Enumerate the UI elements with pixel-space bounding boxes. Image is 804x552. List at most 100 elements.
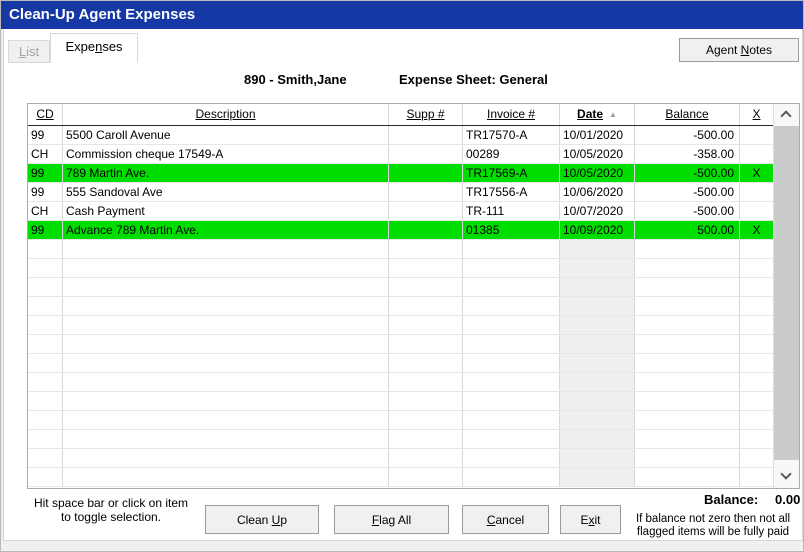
clean-up-button[interactable]: Clean Up (205, 505, 319, 534)
cell-invoice: TR17556-A (463, 183, 560, 201)
cell-x (740, 278, 773, 296)
cell-cd (28, 411, 63, 429)
table-row[interactable]: 99 Advance 789 Martin Ave. 01385 10/09/2020… (28, 221, 773, 240)
table-row[interactable]: 99 5500 Caroll Avenue TR17570-A 10/01/2020-… (28, 126, 773, 145)
table-row[interactable]: CH Cash Payment TR-111 10/07/2020 -500.00 (28, 202, 773, 221)
cell-balance: -500.00 (635, 183, 740, 201)
cell-cd (28, 278, 63, 296)
column-header-x[interactable]: X (740, 104, 773, 125)
selection-hint: Hit space bar or click on item to toggle… (20, 496, 202, 524)
cell-description (63, 354, 389, 372)
column-header-invoice[interactable]: Invoice # (463, 104, 560, 125)
table-row[interactable]: 99 555 Sandoval Ave TR17556-A 10/06/2020 -50… (28, 183, 773, 202)
cell-balance (635, 240, 740, 258)
cell-cd: 99 (28, 164, 63, 182)
cell-description (63, 430, 389, 448)
cell-invoice (463, 316, 560, 334)
empty-table-row[interactable] (28, 392, 773, 411)
empty-table-row[interactable] (28, 278, 773, 297)
cell-date (560, 430, 635, 448)
cell-invoice: TR17570-A (463, 126, 560, 144)
cell-invoice (463, 240, 560, 258)
scrollbar-thumb[interactable] (774, 126, 799, 460)
balance-note: If balance not zero then not all flagged… (620, 513, 803, 538)
cell-supp (389, 221, 463, 239)
cell-supp (389, 240, 463, 258)
empty-table-row[interactable] (28, 430, 773, 449)
cell-balance: -500.00 (635, 164, 740, 182)
cell-description (63, 297, 389, 315)
cell-balance: -358.00 (635, 145, 740, 163)
cell-description (63, 468, 389, 486)
cell-supp (389, 183, 463, 201)
cell-x (740, 392, 773, 410)
empty-table-row[interactable] (28, 449, 773, 468)
cell-date: 10/07/2020 (560, 202, 635, 220)
cell-date (560, 411, 635, 429)
column-header-description[interactable]: Description (63, 104, 389, 125)
cell-x (740, 183, 773, 201)
cell-date (560, 449, 635, 467)
table-row[interactable]: 99 789 Martin Ave. TR17569-A 10/05/2020 -500… (28, 164, 773, 183)
window-titlebar: Clean-Up Agent Expenses (1, 1, 803, 29)
cell-cd (28, 354, 63, 372)
cell-x (740, 411, 773, 429)
cell-balance (635, 430, 740, 448)
agent-notes-button[interactable]: Agent Notes (679, 38, 799, 62)
exit-button[interactable]: Exit (560, 505, 621, 534)
empty-table-row[interactable] (28, 468, 773, 487)
cell-x (740, 468, 773, 486)
cell-cd: CH (28, 145, 63, 163)
cancel-button[interactable]: Cancel (462, 505, 549, 534)
cell-x (740, 354, 773, 372)
cell-description (63, 316, 389, 334)
scroll-down-button[interactable] (774, 466, 799, 488)
cell-description (63, 392, 389, 410)
cell-x (740, 316, 773, 334)
empty-table-row[interactable] (28, 259, 773, 278)
cell-description: 789 Martin Ave. (63, 164, 389, 182)
empty-table-row[interactable] (28, 354, 773, 373)
cell-balance (635, 373, 740, 391)
cell-supp (389, 354, 463, 372)
cell-balance (635, 392, 740, 410)
cell-invoice: 01385 (463, 221, 560, 239)
cell-supp (389, 202, 463, 220)
cell-balance (635, 335, 740, 353)
scroll-up-button[interactable] (774, 104, 799, 126)
agent-name: 890 - Smith,Jane (244, 72, 347, 87)
empty-table-row[interactable] (28, 411, 773, 430)
column-header-supp[interactable]: Supp # (389, 104, 463, 125)
column-header-balance[interactable]: Balance (635, 104, 740, 125)
cell-invoice (463, 278, 560, 296)
cell-description: 555 Sandoval Ave (63, 183, 389, 201)
cell-cd (28, 259, 63, 277)
table-body: 99 5500 Caroll Avenue TR17570-A 10/01/2020-… (28, 126, 773, 487)
cell-x (740, 335, 773, 353)
vertical-scrollbar[interactable] (773, 104, 799, 488)
empty-table-row[interactable] (28, 373, 773, 392)
cell-supp (389, 297, 463, 315)
table-row[interactable]: CH Commission cheque 17549-A 00289 10/05/20… (28, 145, 773, 164)
cell-description: Advance 789 Martin Ave. (63, 221, 389, 239)
cell-invoice (463, 449, 560, 467)
cell-supp (389, 126, 463, 144)
cell-description (63, 411, 389, 429)
cell-cd: 99 (28, 126, 63, 144)
cell-balance (635, 354, 740, 372)
empty-table-row[interactable] (28, 240, 773, 259)
tab-list[interactable]: List (8, 40, 50, 63)
cell-supp (389, 468, 463, 486)
cell-balance (635, 449, 740, 467)
column-header-cd[interactable]: CD (28, 104, 63, 125)
tab-expenses[interactable]: Expenses (50, 33, 138, 63)
column-header-date[interactable]: Date ▲ (560, 104, 635, 125)
selection-hint-line1: Hit space bar or click on item (33, 496, 189, 510)
empty-table-row[interactable] (28, 297, 773, 316)
empty-table-row[interactable] (28, 335, 773, 354)
cell-x (740, 373, 773, 391)
empty-table-row[interactable] (28, 316, 773, 335)
expenses-table-main: CD Description Supp # Invoice # Date ▲ Balance… (28, 104, 773, 488)
cell-invoice (463, 354, 560, 372)
flag-all-button[interactable]: Flag All (334, 505, 449, 534)
